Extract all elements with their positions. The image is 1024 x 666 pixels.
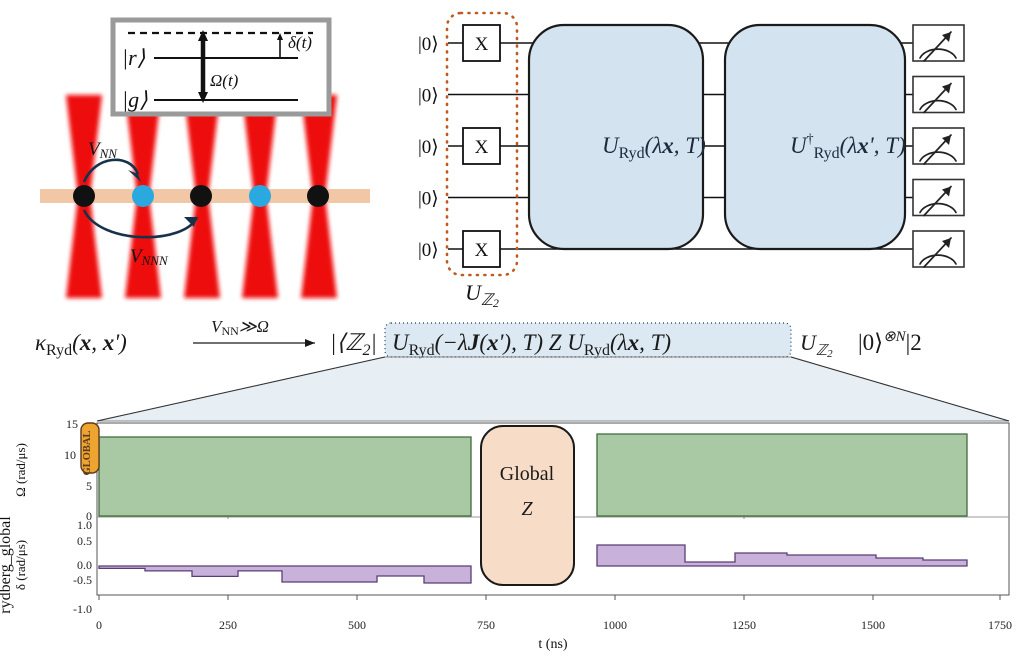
svg-text:750: 750 xyxy=(477,618,495,632)
svg-text:URyd(λx, T): URyd(λx, T) xyxy=(602,133,706,162)
svg-text:250: 250 xyxy=(219,618,237,632)
svg-text:|⟨ℤ2|: |⟨ℤ2| xyxy=(330,330,377,359)
svg-text:|r⟩: |r⟩ xyxy=(122,45,146,70)
svg-text:VNN: VNN xyxy=(88,139,118,161)
svg-text:δ(t): δ(t) xyxy=(288,33,312,52)
svg-text:Uℤ2: Uℤ2 xyxy=(465,280,499,310)
svg-text:Global: Global xyxy=(500,463,555,485)
svg-text:|0⟩: |0⟩ xyxy=(418,34,439,55)
svg-text:Ω (rad/μs): Ω (rad/μs) xyxy=(13,443,28,497)
svg-text:|g⟩: |g⟩ xyxy=(122,87,148,112)
svg-text:Z: Z xyxy=(521,498,533,520)
svg-text:rydberg_global: rydberg_global xyxy=(0,516,14,614)
svg-text:5: 5 xyxy=(86,479,92,493)
svg-text:VNN≫Ω: VNN≫Ω xyxy=(211,317,269,338)
svg-text:1250: 1250 xyxy=(732,618,756,632)
svg-text:15: 15 xyxy=(66,417,78,431)
svg-text:0.0: 0.0 xyxy=(77,558,92,572)
svg-text:1750: 1750 xyxy=(988,618,1012,632)
svg-text:10: 10 xyxy=(64,448,76,462)
svg-text:0.5: 0.5 xyxy=(77,534,92,548)
svg-text:-1.0: -1.0 xyxy=(73,602,92,616)
svg-text:1000: 1000 xyxy=(603,618,627,632)
svg-text:GLOBAL: GLOBAL xyxy=(82,431,93,476)
svg-text:-0.5: -0.5 xyxy=(73,573,92,587)
svg-text:|0⟩: |0⟩ xyxy=(418,137,439,158)
svg-text:URyd(−λJ(x'), T) Z URyd(λx, T): URyd(−λJ(x'), T) Z URyd(λx, T) xyxy=(392,330,671,359)
svg-text:|0⟩: |0⟩ xyxy=(418,189,439,210)
svg-text:δ (rad/μs): δ (rad/μs) xyxy=(13,540,28,590)
svg-text:|0⟩⊗N|2: |0⟩⊗N|2 xyxy=(858,329,922,355)
svg-text:X: X xyxy=(475,240,489,261)
svg-text:|0⟩: |0⟩ xyxy=(418,240,439,261)
svg-text:1.0: 1.0 xyxy=(77,518,92,532)
svg-text:500: 500 xyxy=(348,618,366,632)
svg-text:|0⟩: |0⟩ xyxy=(418,86,439,107)
svg-text:1500: 1500 xyxy=(861,618,885,632)
svg-text:Ω(t): Ω(t) xyxy=(210,71,239,90)
svg-text:Uℤ2: Uℤ2 xyxy=(800,330,833,360)
svg-text:κRyd(x, x'): κRyd(x, x') xyxy=(35,330,127,359)
svg-text:0: 0 xyxy=(96,618,102,632)
svg-text:X: X xyxy=(475,137,489,158)
svg-text:X: X xyxy=(475,34,489,55)
svg-text:t (ns): t (ns) xyxy=(538,637,568,652)
